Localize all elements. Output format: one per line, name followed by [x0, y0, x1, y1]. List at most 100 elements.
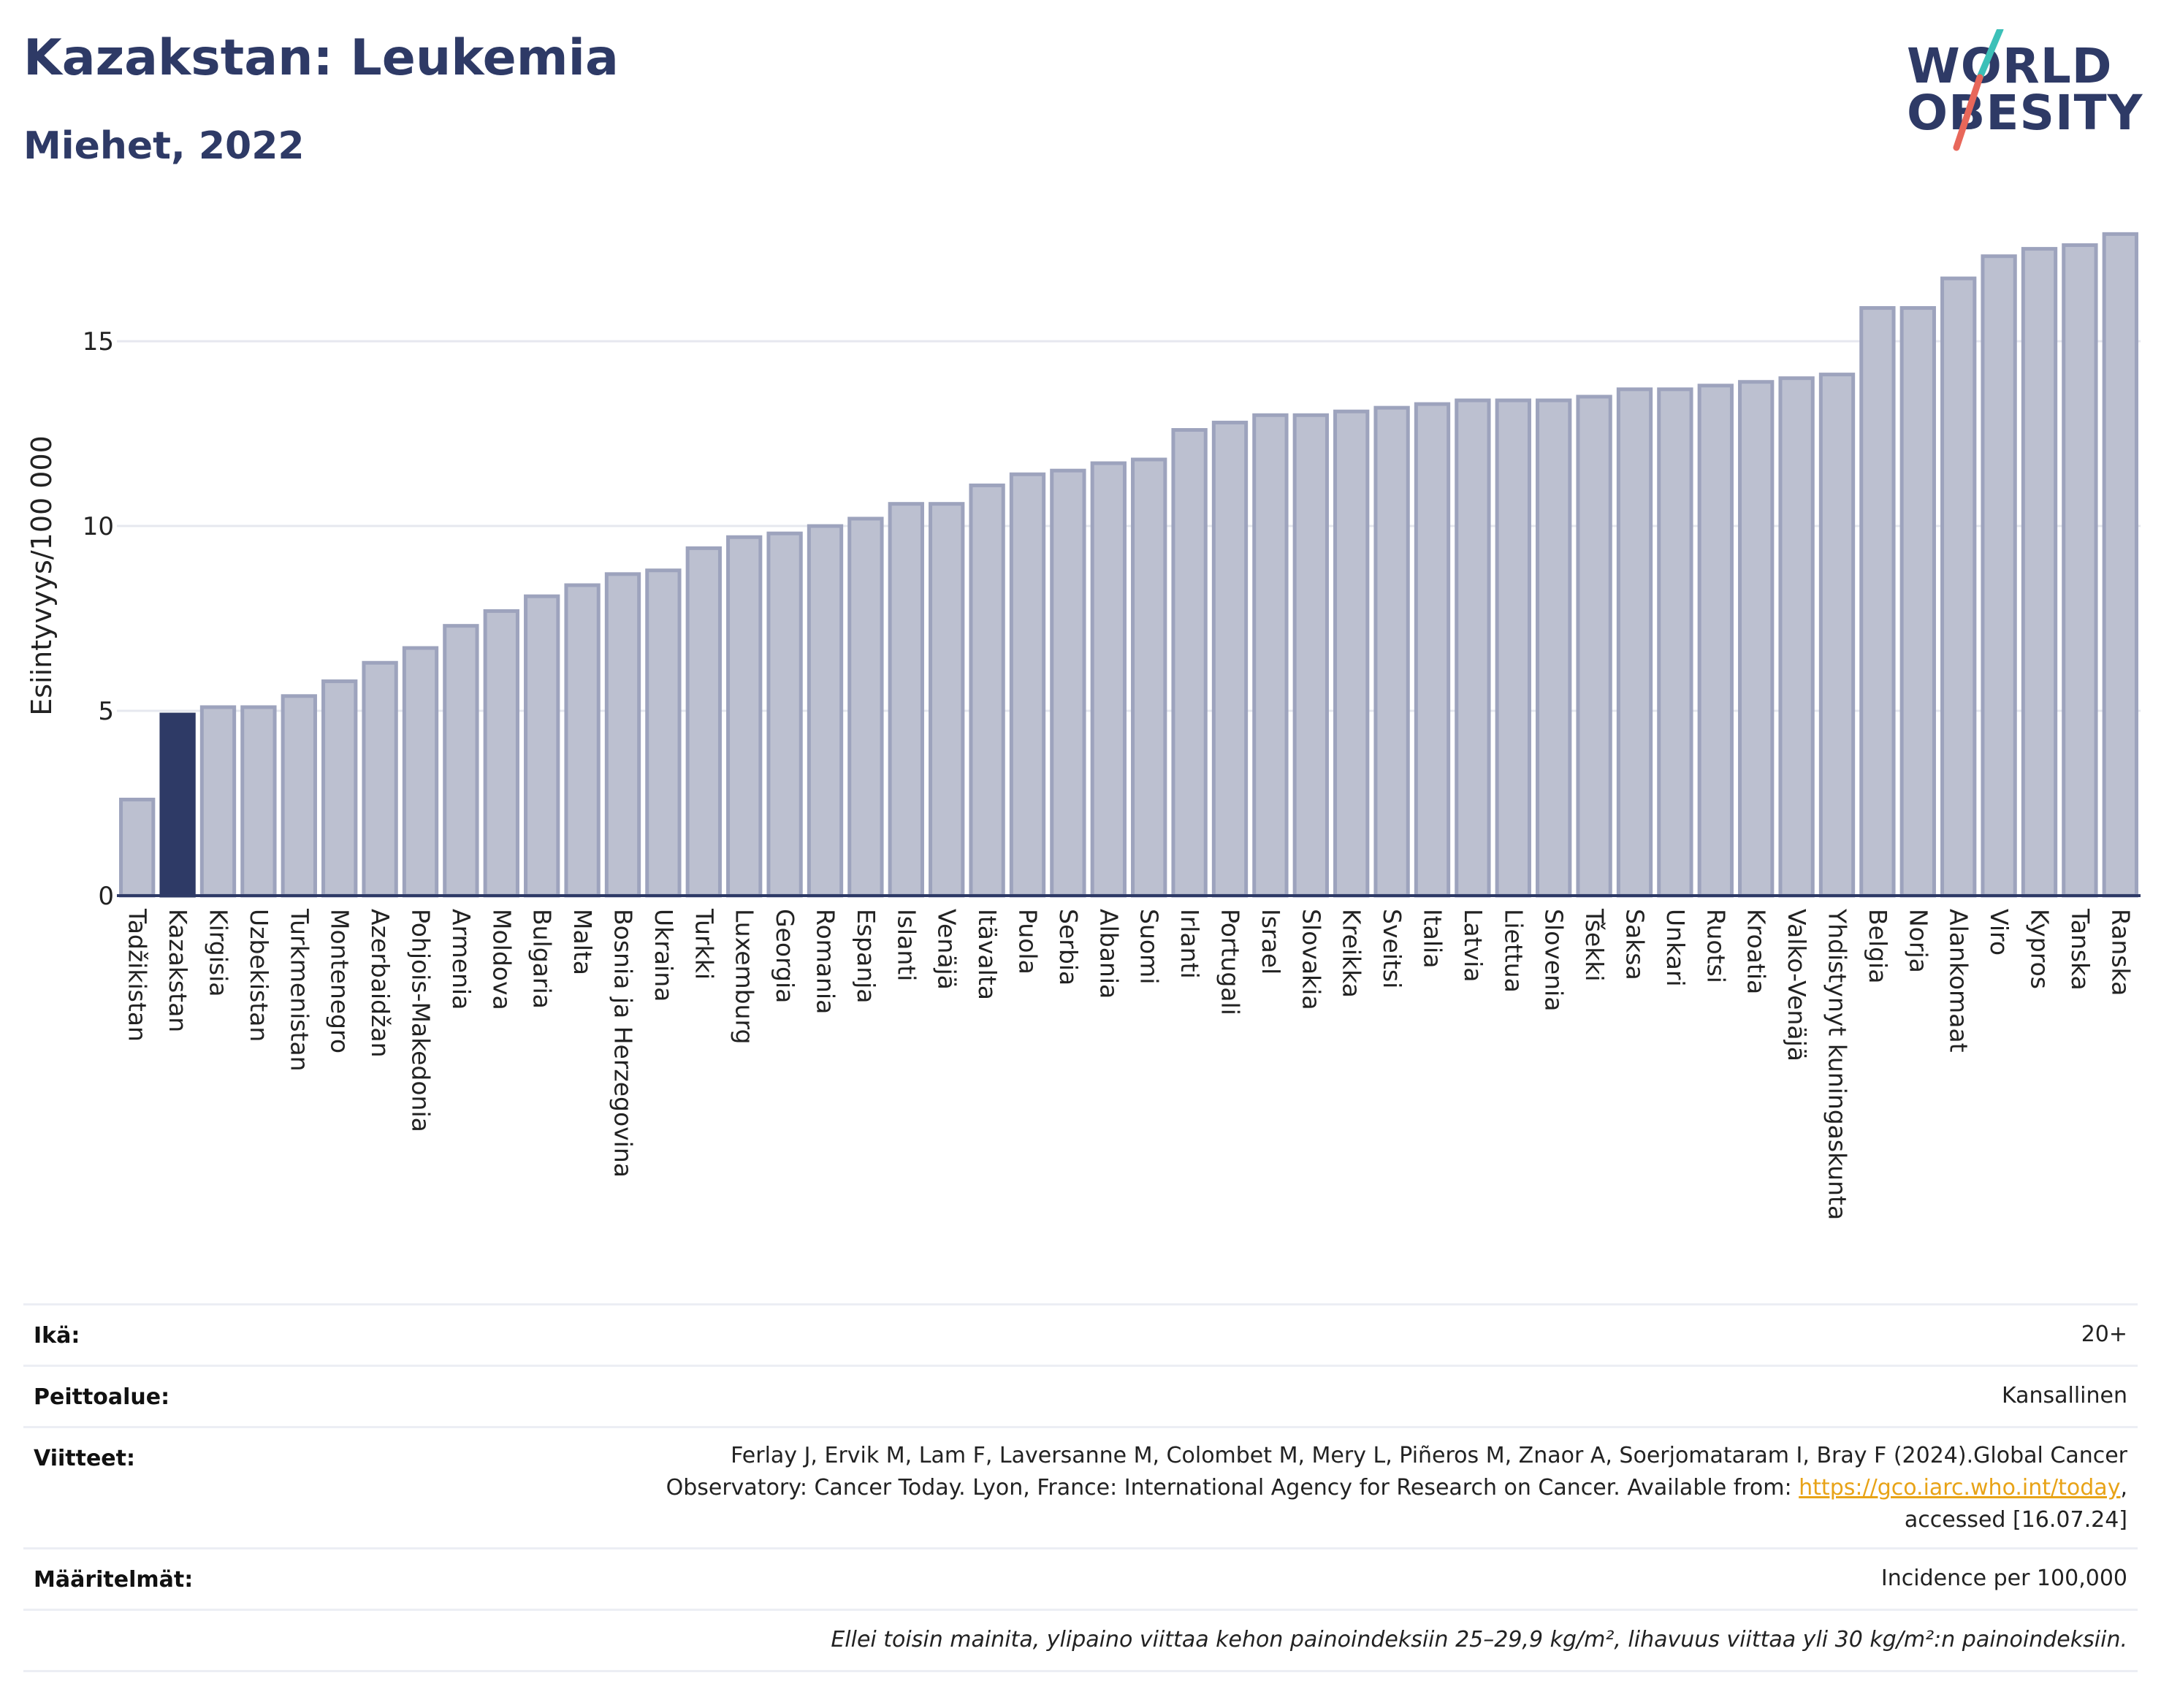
- x-tick-label: Portugali: [1216, 909, 1245, 1015]
- x-tick-label: Slovakia: [1297, 909, 1325, 1010]
- x-tick-label: Valko-Venäjä: [1783, 909, 1811, 1061]
- y-axis-label: Esiintyvyys/100 000: [26, 435, 58, 716]
- bar-highlighted: [159, 712, 196, 898]
- bar: [1738, 380, 1775, 898]
- bar: [929, 502, 965, 898]
- bar: [1211, 420, 1249, 898]
- bar-chart: 0 5 10 15 Esiintyvyys/100 000 Tadžikistan Kaza…: [26, 232, 2141, 1220]
- bar: [888, 502, 924, 898]
- bar: [281, 694, 317, 898]
- x-tick-label: Montenegro: [326, 909, 354, 1053]
- y-tick-label: 5: [98, 697, 114, 726]
- bar: [199, 705, 237, 898]
- world-obesity-logo: WORLD OBESITY: [1907, 29, 2142, 161]
- bar: [1818, 373, 1856, 898]
- x-tick-label: Albania: [1094, 909, 1123, 999]
- x-tick-label: Belgia: [1864, 909, 1892, 983]
- bar: [1616, 387, 1653, 898]
- x-tick-label: Turkki: [690, 908, 718, 980]
- bar: [1536, 398, 1572, 898]
- bar: [1373, 405, 1410, 898]
- references-comma: ,: [2120, 1475, 2127, 1501]
- bar: [726, 535, 763, 898]
- x-tick-label: Viro: [1985, 909, 2013, 956]
- bar: [807, 524, 844, 898]
- bar: [402, 646, 439, 898]
- bar: [1090, 461, 1127, 898]
- x-tick-label: Sveitsi: [1378, 909, 1406, 988]
- x-tick-label: Luxemburg: [731, 909, 759, 1044]
- x-tick-label: Kypros: [2026, 909, 2054, 989]
- logo-text-world: WORLD: [1907, 38, 2113, 94]
- x-tick-label: Italia: [1419, 909, 1447, 968]
- x-tick-label: Bosnia ja Herzegovina: [609, 909, 638, 1178]
- bar: [1697, 384, 1734, 898]
- x-tick-label: Kreikka: [1338, 909, 1366, 998]
- bar: [1899, 306, 1936, 898]
- x-tick-label: Uzbekistan: [245, 909, 273, 1042]
- x-tick-label: Ukraina: [649, 909, 678, 1002]
- bar: [443, 624, 479, 898]
- x-tick-label: Venäjä: [933, 909, 961, 990]
- bar: [1940, 276, 1977, 898]
- info-row-age: Ikä: 20+: [23, 1305, 2138, 1367]
- info-row-definitions: Määritelmät: Incidence per 100,000: [23, 1549, 2138, 1611]
- references-line-1: Ferlay J, Ervik M, Lam F, Laversanne M, …: [731, 1443, 2127, 1468]
- bar: [1495, 398, 1531, 898]
- bar: [969, 483, 1005, 898]
- bar: [2102, 232, 2138, 898]
- bar: [645, 568, 682, 898]
- bar: [119, 797, 156, 898]
- references-line-2: Observatory: Cancer Today. Lyon, France:…: [666, 1472, 2127, 1504]
- bar: [564, 583, 601, 898]
- bar: [524, 594, 560, 898]
- x-tick-label: Suomi: [1135, 909, 1164, 984]
- x-tick-label: Espanja: [852, 909, 880, 1004]
- x-tick-label: Malta: [568, 909, 597, 975]
- bar: [2062, 243, 2098, 898]
- chart-subtitle: Miehet, 2022: [23, 124, 305, 168]
- x-tick-label: Unkari: [1661, 909, 1690, 987]
- x-tick-label: Turkmenistan: [285, 908, 313, 1072]
- y-tick-label: 15: [83, 327, 114, 357]
- references-line-3: accessed [16.07.24]: [1904, 1507, 2127, 1533]
- x-tick-label: Moldova: [487, 909, 516, 1010]
- x-tick-label: Norja: [1904, 909, 1932, 973]
- x-tick-label: Islanti: [892, 909, 921, 981]
- bar: [362, 660, 398, 898]
- footnote: Ellei toisin mainita, ylipaino viittaa k…: [831, 1627, 2127, 1652]
- bar: [2021, 247, 2058, 898]
- x-tick-label: Kazakstan: [164, 909, 192, 1032]
- bar: [1455, 398, 1491, 898]
- x-tick-label: Puola: [1014, 909, 1043, 975]
- x-tick-label: Azerbaidžan: [366, 909, 395, 1058]
- x-tick-label: Tšekki: [1580, 908, 1609, 982]
- x-tick-label: Tadžikistan: [123, 908, 152, 1042]
- x-tick-label: Georgia: [771, 909, 799, 1003]
- x-tick-label: Romania: [812, 909, 840, 1014]
- x-tick-label: Kirgisia: [205, 909, 233, 997]
- x-tick-label: Saksa: [1621, 909, 1650, 980]
- references-link[interactable]: https://gco.iarc.who.int/today: [1799, 1475, 2121, 1501]
- x-tick-label: Alankomaat: [1945, 909, 1973, 1053]
- x-tick-label: Armenia: [447, 909, 476, 1010]
- age-label: Ikä:: [34, 1323, 80, 1349]
- x-tick-label: Israel: [1257, 909, 1285, 975]
- bar: [1778, 376, 1815, 898]
- bar: [1333, 409, 1370, 898]
- chart-title: Kazakstan: Leukemia: [23, 29, 619, 87]
- bar: [1981, 254, 2017, 898]
- definitions-label: Määritelmät:: [34, 1567, 194, 1593]
- x-tick-label: Bulgaria: [528, 909, 557, 1009]
- bar: [483, 609, 519, 898]
- x-tick-label: Itävalta: [973, 909, 1002, 1000]
- x-tick-label: Kroatia: [1742, 909, 1771, 994]
- bar: [766, 531, 803, 898]
- y-tick-label: 0: [98, 882, 114, 911]
- bar: [604, 572, 641, 898]
- bar: [240, 705, 277, 898]
- bar: [685, 546, 722, 898]
- info-row-note: Ellei toisin mainita, ylipaino viittaa k…: [23, 1611, 2138, 1672]
- bar: [1131, 457, 1167, 898]
- bar: [1171, 428, 1208, 898]
